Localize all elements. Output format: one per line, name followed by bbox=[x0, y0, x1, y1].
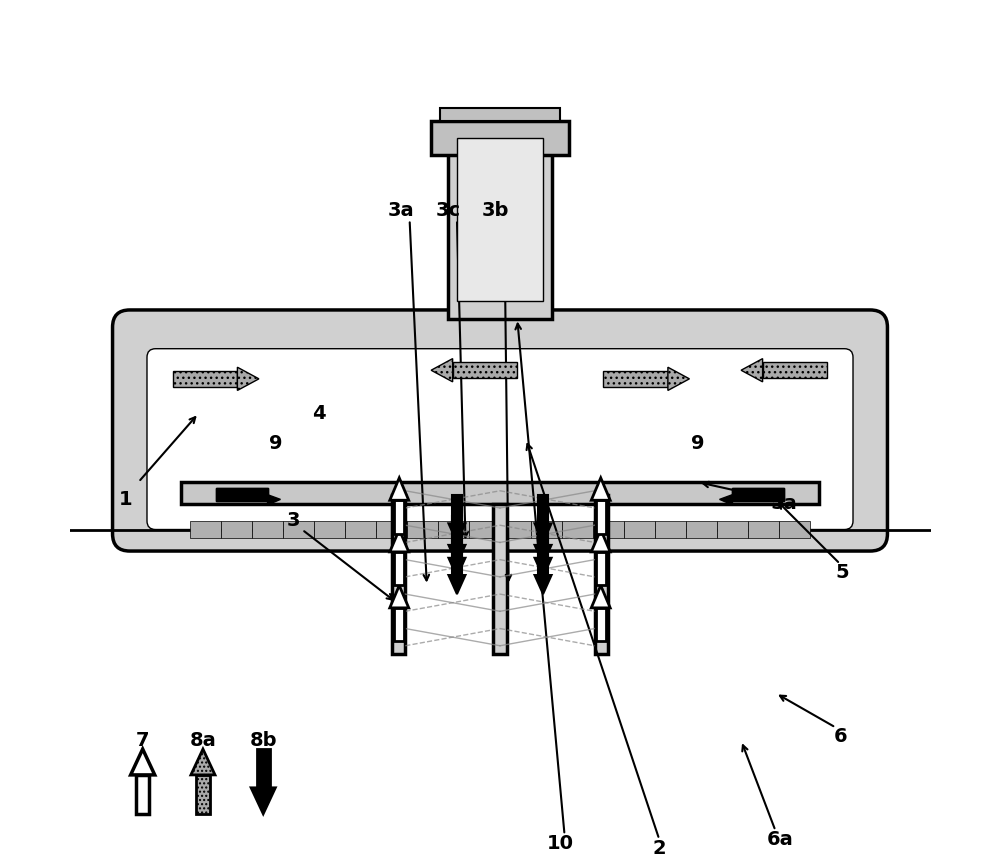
Polygon shape bbox=[191, 749, 215, 775]
Polygon shape bbox=[591, 530, 610, 552]
Text: 9: 9 bbox=[269, 434, 283, 453]
Bar bbox=[196, 775, 210, 814]
Text: 7: 7 bbox=[136, 731, 149, 750]
Text: 8b: 8b bbox=[249, 731, 277, 750]
Polygon shape bbox=[741, 359, 763, 382]
Bar bbox=[500, 521, 531, 538]
Polygon shape bbox=[668, 367, 689, 390]
Bar bbox=[562, 521, 593, 538]
Bar bbox=[394, 608, 404, 641]
Bar bbox=[531, 521, 562, 538]
Bar bbox=[655, 521, 686, 538]
Polygon shape bbox=[448, 558, 465, 577]
Text: 5a: 5a bbox=[771, 494, 798, 513]
Text: 3a: 3a bbox=[388, 201, 414, 220]
Text: 2: 2 bbox=[652, 839, 666, 858]
Text: 3b: 3b bbox=[482, 201, 509, 220]
Bar bbox=[394, 500, 404, 534]
Bar bbox=[453, 362, 517, 378]
Bar bbox=[440, 108, 560, 121]
Polygon shape bbox=[591, 478, 610, 500]
Bar bbox=[595, 495, 608, 654]
Polygon shape bbox=[390, 530, 409, 552]
Bar bbox=[452, 517, 462, 545]
Polygon shape bbox=[720, 494, 732, 505]
Polygon shape bbox=[251, 788, 275, 814]
Polygon shape bbox=[390, 478, 409, 500]
Bar bbox=[392, 495, 405, 654]
Bar bbox=[173, 371, 237, 387]
Bar bbox=[596, 608, 606, 641]
Text: 3c: 3c bbox=[436, 201, 461, 220]
Bar bbox=[376, 521, 407, 538]
Bar bbox=[181, 482, 819, 504]
Bar bbox=[283, 521, 314, 538]
Polygon shape bbox=[237, 367, 259, 390]
Bar bbox=[717, 521, 748, 538]
Polygon shape bbox=[268, 494, 280, 505]
Bar bbox=[257, 749, 270, 788]
Polygon shape bbox=[131, 749, 155, 775]
Bar bbox=[438, 521, 469, 538]
Bar bbox=[314, 521, 345, 538]
Text: 1: 1 bbox=[119, 490, 132, 509]
Bar bbox=[732, 488, 784, 501]
Polygon shape bbox=[535, 575, 552, 594]
Text: 8a: 8a bbox=[190, 731, 216, 750]
Polygon shape bbox=[448, 575, 465, 594]
Polygon shape bbox=[535, 545, 552, 564]
Bar bbox=[593, 521, 624, 538]
Polygon shape bbox=[390, 585, 409, 608]
FancyBboxPatch shape bbox=[147, 349, 853, 530]
Bar bbox=[763, 362, 827, 378]
Polygon shape bbox=[535, 523, 552, 542]
Text: 3: 3 bbox=[287, 511, 300, 530]
Bar bbox=[457, 138, 543, 301]
Bar bbox=[732, 488, 784, 501]
FancyBboxPatch shape bbox=[113, 310, 887, 551]
Bar bbox=[603, 371, 668, 387]
Polygon shape bbox=[535, 558, 552, 577]
Bar bbox=[190, 521, 221, 538]
Bar bbox=[216, 488, 268, 501]
Bar bbox=[452, 530, 462, 558]
Bar bbox=[407, 521, 438, 538]
Text: 10: 10 bbox=[547, 834, 574, 853]
Bar bbox=[252, 521, 283, 538]
Text: 6a: 6a bbox=[766, 830, 793, 849]
Bar bbox=[493, 504, 507, 654]
Bar bbox=[538, 547, 548, 575]
Bar bbox=[596, 500, 606, 534]
Bar bbox=[469, 521, 500, 538]
Bar bbox=[538, 517, 548, 545]
Bar bbox=[452, 495, 462, 523]
Bar bbox=[686, 521, 717, 538]
Polygon shape bbox=[448, 523, 465, 542]
Bar bbox=[748, 521, 779, 538]
Bar bbox=[538, 530, 548, 558]
Bar bbox=[221, 521, 252, 538]
Bar bbox=[452, 547, 462, 575]
Bar bbox=[538, 495, 548, 523]
Bar bbox=[216, 488, 268, 501]
Polygon shape bbox=[431, 359, 453, 382]
Bar bbox=[394, 552, 404, 585]
Text: 5: 5 bbox=[836, 563, 849, 582]
Text: 4: 4 bbox=[312, 404, 326, 423]
Text: 6: 6 bbox=[833, 727, 847, 746]
Bar bbox=[431, 121, 569, 155]
Bar bbox=[136, 775, 149, 814]
Bar bbox=[345, 521, 376, 538]
Bar bbox=[448, 129, 552, 319]
Text: 9: 9 bbox=[691, 434, 705, 453]
Bar bbox=[779, 521, 810, 538]
Bar bbox=[624, 521, 655, 538]
Bar bbox=[596, 552, 606, 585]
Polygon shape bbox=[591, 585, 610, 608]
Polygon shape bbox=[448, 545, 465, 564]
